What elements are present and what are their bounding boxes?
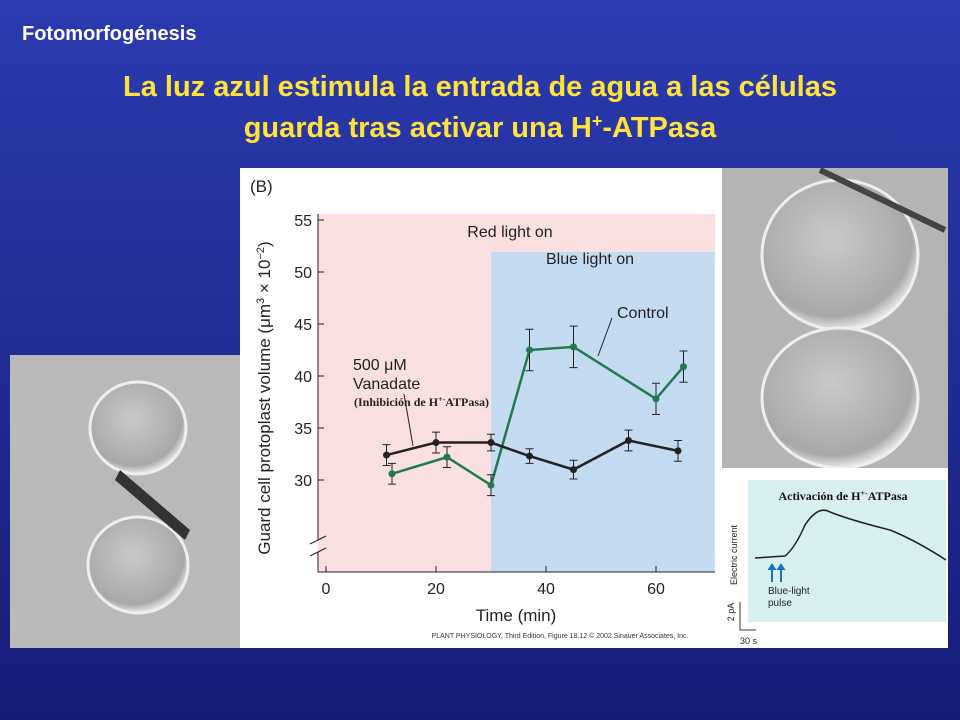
inset-pulse-label: Blue-light: [768, 586, 810, 597]
title-line: guarda tras activar una H+-ATPasa: [244, 111, 717, 144]
data-point: [680, 363, 687, 371]
x-tick-label: 40: [537, 581, 555, 598]
inset-caption-text: Activación de H: [778, 489, 861, 503]
data-point: [443, 453, 451, 461]
annotation-text: ATPasa): [445, 395, 489, 409]
y-tick-label: 40: [294, 369, 312, 386]
y-label-sup: −2: [255, 247, 267, 260]
data-point: [625, 436, 632, 444]
inset-caption-text: ATPasa: [868, 489, 908, 503]
annotation: 500 μM: [353, 357, 407, 374]
data-point: [383, 451, 390, 459]
shaded-region: [491, 252, 715, 572]
header: Fotomorfogénesis: [22, 23, 196, 45]
y-tick-label: 55: [294, 213, 312, 230]
annotation-leader: [597, 317, 613, 357]
panel-label: (B): [250, 177, 273, 196]
credit: PLANT PHYSIOLOGY, Third Edition, Figure …: [432, 632, 689, 640]
data-point: [652, 395, 660, 403]
data-point: [570, 343, 577, 351]
data-point: [487, 481, 495, 489]
inset-pulse-label: pulse: [768, 598, 792, 609]
x-tick-label: 20: [427, 581, 445, 598]
series-label: Control: [617, 305, 669, 322]
region-label: Red light on: [467, 224, 552, 241]
data-point: [526, 346, 533, 354]
title-line: La luz azul estimula la entrada de agua …: [123, 71, 837, 103]
inset-y-label: Electric current: [729, 525, 739, 586]
x-tick-label: 0: [322, 581, 331, 598]
annotation-leader: [403, 393, 414, 447]
x-tick-label: 60: [647, 581, 665, 598]
y-tick-label: 45: [294, 317, 312, 334]
data-point: [432, 439, 440, 447]
y-axis-label: Guard cell protoplast volume (μm3 × 10−2…: [255, 241, 274, 554]
data-point: [388, 470, 396, 478]
annotation: (Inhibición de H+-ATPasa): [354, 395, 489, 410]
photo-right: [722, 167, 948, 470]
y-tick-label: 30: [294, 473, 312, 490]
inset-caption: Activación de H+-ATPasa: [778, 489, 907, 504]
y-tick-label: 35: [294, 421, 312, 438]
y-tick-label: 50: [294, 265, 312, 282]
annotation: Vanadate: [353, 376, 420, 393]
inset-caption-sup: +-: [860, 489, 868, 498]
title-text: -ATPasa: [602, 112, 717, 144]
inset: [722, 468, 948, 648]
y-label-sup: 3: [255, 298, 267, 304]
data-point: [674, 447, 682, 455]
data-point: [526, 452, 533, 460]
y-label-text: ): [255, 241, 274, 247]
data-point: [487, 439, 495, 447]
data-point: [570, 466, 577, 474]
inset-scale-x: 30 s: [740, 636, 758, 646]
annotation-sup: +-: [438, 395, 446, 404]
annotation-text: (Inhibición de H: [354, 395, 439, 409]
y-label-text: × 10: [255, 260, 274, 298]
axis-break: [309, 547, 327, 557]
title-sup: +: [592, 111, 603, 131]
axis-break: [309, 535, 327, 545]
photo-left: [10, 355, 242, 648]
region-label: Blue light on: [546, 251, 634, 268]
y-label-text: Guard cell protoplast volume (μm: [255, 304, 274, 555]
x-axis-label: Time (min): [476, 606, 557, 625]
title-text: guarda tras activar una H: [244, 112, 592, 144]
inset-scale-y: 2 pA: [726, 603, 736, 622]
